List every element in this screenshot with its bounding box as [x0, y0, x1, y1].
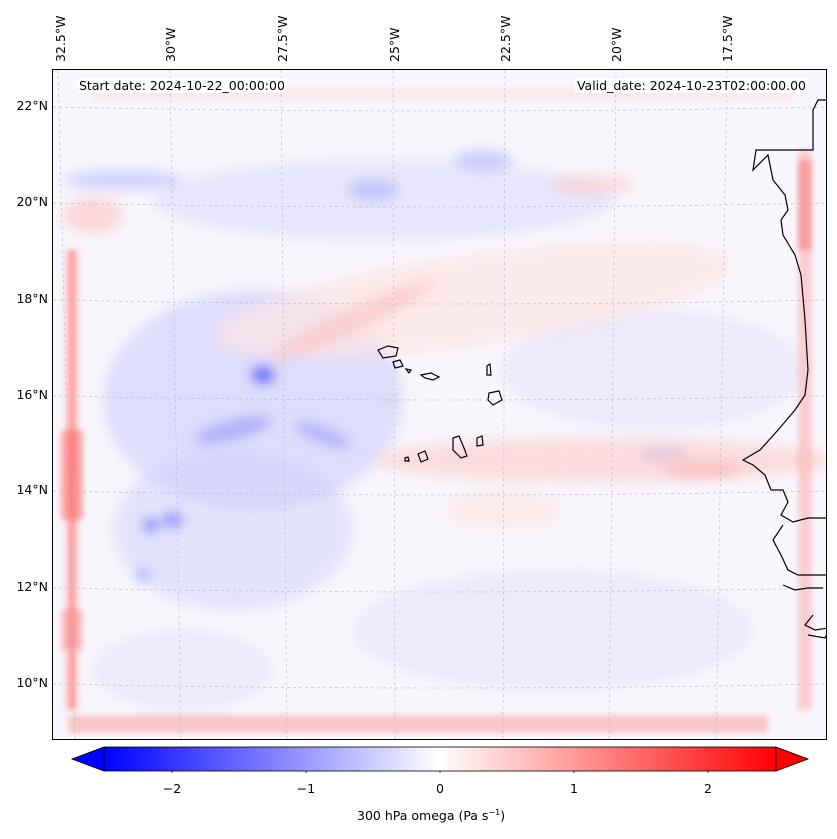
lon-tick-label: 22.5°W: [498, 15, 513, 62]
island-brava: [404, 456, 410, 462]
colorbar-label-close: ): [500, 808, 506, 824]
lat-tick-label: 18°N: [16, 291, 48, 306]
island-fogo: [417, 450, 429, 463]
start-date-label: Start date: 2024-10-22_00:00:00: [77, 78, 287, 93]
lat-tick-label: 14°N: [16, 482, 48, 497]
colorbar-tick-label: 2: [704, 781, 712, 796]
island-sao-nicolau: [419, 372, 441, 381]
lon-tick-label: 30°W: [163, 27, 178, 62]
graticule: [53, 70, 826, 739]
island-sal: [486, 362, 492, 376]
island-santo-antao: [377, 345, 399, 359]
omega-map: Start date: 2024-10-22_00:00:00 Valid_da…: [52, 69, 827, 740]
colorbar-extend-min: [70, 746, 105, 772]
colorbar-tick-label: −1: [296, 781, 316, 796]
colorbar-label-exponent: −1: [488, 808, 501, 817]
lat-tick-label: 16°N: [16, 387, 48, 402]
lat-tick-label: 20°N: [16, 194, 48, 209]
colorbar-bar: [70, 746, 810, 773]
lon-tick-label: 32.5°W: [53, 15, 68, 62]
colorbar-tick-label: 1: [570, 781, 578, 796]
island-sao-vicente: [392, 359, 404, 369]
negative-omega-regions: [63, 150, 803, 710]
colorbar-label-text: 300 hPa omega (Pa s: [357, 808, 489, 824]
valid-date-label: Valid_date: 2024-10-23T02:00:00.00: [574, 78, 808, 93]
coastlines: [377, 99, 826, 639]
island-maio: [476, 435, 484, 447]
lon-tick-label: 17.5°W: [720, 15, 735, 62]
colorbar-extend-max: [775, 746, 810, 772]
island-santiago: [452, 435, 468, 459]
lat-tick-label: 12°N: [16, 579, 48, 594]
omega-field: [53, 70, 826, 739]
africa-coastline: [741, 99, 826, 523]
positive-omega-regions: [63, 175, 826, 530]
lon-tick-label: 20°W: [609, 27, 624, 62]
colorbar-tick-label: 0: [436, 781, 444, 796]
colorbar-label: 300 hPa omega (Pa s−1): [357, 808, 505, 823]
island-santa-luzia: [404, 368, 412, 375]
colorbar-gradient: [103, 746, 777, 772]
lon-tick-label: 27.5°W: [275, 15, 290, 62]
island-boa-vista: [487, 390, 503, 406]
lon-tick-label: 25°W: [387, 27, 402, 62]
lat-tick-label: 10°N: [16, 675, 48, 690]
colorbar-tick-marks: [171, 771, 709, 773]
colorbar-tick-label: −2: [162, 781, 182, 796]
lat-tick-label: 22°N: [16, 98, 48, 113]
